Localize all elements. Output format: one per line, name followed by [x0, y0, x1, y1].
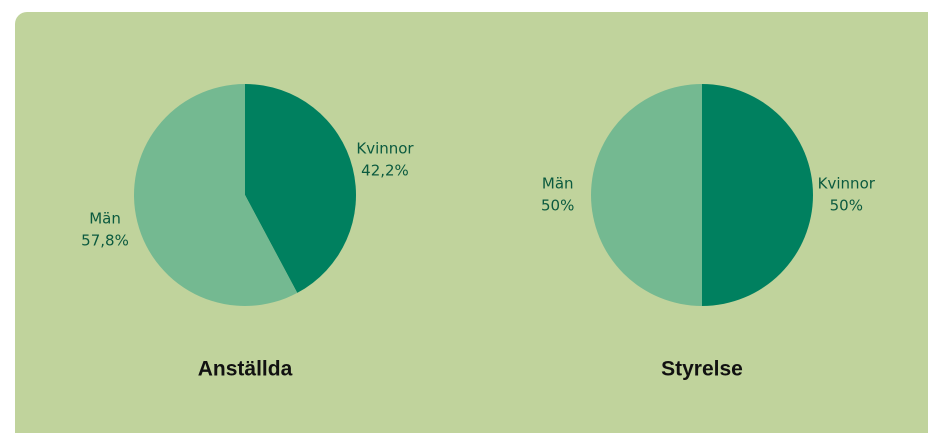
slice-name: Män [89, 210, 121, 228]
slice-name: Män [542, 175, 574, 193]
pie-slice [134, 84, 298, 306]
chart-title: Styrelse [661, 358, 743, 381]
pie-slice [702, 84, 813, 306]
slice-value: 50% [541, 197, 574, 215]
slice-name: Kvinnor [818, 175, 876, 193]
pie-slice [591, 84, 702, 306]
slice-name: Kvinnor [356, 139, 414, 157]
slice-value: 50% [830, 197, 863, 215]
pie-slice [245, 84, 356, 293]
slice-value: 42,2% [361, 161, 409, 179]
slice-value: 57,8% [81, 232, 129, 250]
chart-title: Anställda [198, 358, 293, 381]
